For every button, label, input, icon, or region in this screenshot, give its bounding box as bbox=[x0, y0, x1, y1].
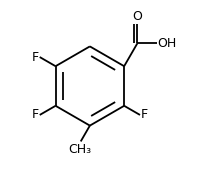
Text: F: F bbox=[32, 51, 39, 64]
Text: OH: OH bbox=[158, 37, 177, 50]
Text: CH₃: CH₃ bbox=[68, 143, 91, 156]
Text: O: O bbox=[132, 10, 142, 23]
Text: F: F bbox=[32, 108, 39, 121]
Text: F: F bbox=[141, 108, 148, 121]
